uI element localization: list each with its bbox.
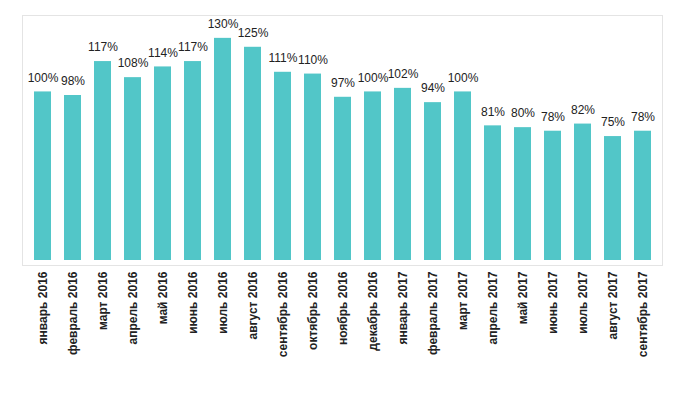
svg-text:май 2016: май 2016 xyxy=(156,271,170,324)
svg-text:98%: 98% xyxy=(61,74,85,88)
svg-text:июнь 2016: июнь 2016 xyxy=(186,271,200,334)
svg-text:117%: 117% xyxy=(178,40,208,54)
svg-text:82%: 82% xyxy=(571,103,595,117)
svg-text:108%: 108% xyxy=(118,56,149,70)
svg-text:114%: 114% xyxy=(148,46,178,60)
svg-text:декабрь 2016: декабрь 2016 xyxy=(366,271,380,350)
svg-text:февраль 2017: февраль 2017 xyxy=(426,271,440,355)
svg-text:ноябрь 2016: ноябрь 2016 xyxy=(336,271,350,345)
svg-text:август 2016: август 2016 xyxy=(246,271,260,339)
svg-text:январь 2017: январь 2017 xyxy=(396,271,410,344)
svg-text:сентябрь 2016: сентябрь 2016 xyxy=(276,271,290,357)
svg-text:июнь 2017: июнь 2017 xyxy=(546,271,560,334)
svg-text:78%: 78% xyxy=(631,110,655,124)
svg-text:февраль 2016: февраль 2016 xyxy=(66,271,80,355)
svg-text:78%: 78% xyxy=(541,110,565,124)
svg-text:апрель 2017: апрель 2017 xyxy=(486,271,500,344)
svg-text:97%: 97% xyxy=(331,76,355,90)
svg-text:100%: 100% xyxy=(28,71,59,85)
svg-text:81%: 81% xyxy=(481,105,505,119)
svg-text:март 2017: март 2017 xyxy=(456,271,470,330)
svg-text:125%: 125% xyxy=(238,26,269,40)
svg-text:130%: 130% xyxy=(208,17,239,31)
svg-text:март 2016: март 2016 xyxy=(96,271,110,330)
svg-text:июль 2016: июль 2016 xyxy=(216,271,230,334)
svg-text:май 2017: май 2017 xyxy=(516,271,530,324)
svg-text:110%: 110% xyxy=(298,53,328,67)
svg-text:75%: 75% xyxy=(601,115,625,129)
svg-text:апрель 2016: апрель 2016 xyxy=(126,271,140,344)
svg-text:117%: 117% xyxy=(88,40,118,54)
svg-text:102%: 102% xyxy=(388,67,419,81)
svg-text:100%: 100% xyxy=(358,71,389,85)
svg-text:август 2017: август 2017 xyxy=(606,271,620,339)
svg-text:94%: 94% xyxy=(421,81,445,95)
svg-text:100%: 100% xyxy=(448,71,479,85)
svg-text:октябрь 2016: октябрь 2016 xyxy=(306,271,320,350)
svg-text:сентябрь 2017: сентябрь 2017 xyxy=(636,271,650,357)
svg-text:январь 2016: январь 2016 xyxy=(36,271,50,344)
svg-text:80%: 80% xyxy=(511,106,535,120)
svg-text:июль 2017: июль 2017 xyxy=(576,271,590,334)
svg-text:111%: 111% xyxy=(269,51,298,65)
